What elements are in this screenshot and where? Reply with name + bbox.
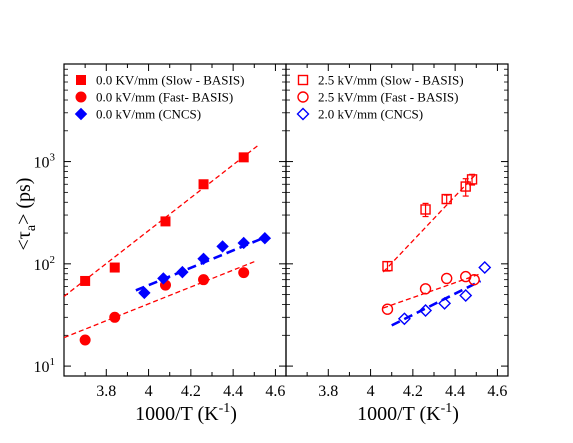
legend-marker	[76, 75, 86, 85]
left-legend: 0.0 KV/mm (Slow - BASIS) 0.0 kV/mm (Fast-…	[74, 73, 244, 122]
x-tick-label: 4	[367, 383, 375, 400]
left-data-marks	[79, 152, 272, 346]
legend-label: 0.0 kV/mm (Fast- BASIS)	[96, 90, 233, 105]
data-point	[109, 311, 121, 323]
right-plot-frame	[285, 63, 509, 377]
data-point	[440, 272, 453, 285]
data-point	[216, 240, 229, 253]
x-tick-label: 3.8	[96, 383, 116, 400]
data-point	[198, 274, 210, 286]
y-axis-title: <τa> (ps)	[13, 178, 39, 251]
data-point	[198, 179, 209, 190]
x-tick-label: 4.4	[223, 383, 243, 400]
data-point	[382, 260, 393, 272]
x-tick-label: 4.6	[265, 383, 285, 400]
data-point	[160, 216, 171, 227]
right-axis-ticks: 3.8 4 4.2 4.4 4.6	[286, 64, 508, 400]
left-fit-lines	[63, 144, 268, 339]
fit-line	[383, 273, 481, 309]
data-point	[197, 252, 210, 266]
data-point	[258, 232, 272, 245]
y-tick-label: 101	[34, 356, 56, 376]
data-point	[157, 272, 170, 285]
legend-label: 0.0 kV/mm (CNCS)	[96, 107, 201, 122]
legend-marker	[297, 91, 309, 103]
data-point	[468, 273, 480, 286]
data-point	[79, 334, 91, 346]
legend-marker	[74, 107, 88, 121]
legend-marker	[296, 107, 310, 121]
data-point	[397, 312, 411, 326]
legend-label: 2.5 kV/mm (Fast - BASIS)	[318, 90, 458, 105]
fit-line	[391, 279, 482, 327]
y-tick-label: 103	[34, 152, 56, 172]
data-point	[419, 303, 433, 317]
data-point	[419, 283, 432, 295]
data-point	[238, 152, 249, 163]
data-point	[460, 181, 471, 192]
fit-line	[63, 261, 255, 339]
data-point	[438, 296, 452, 310]
left-x-axis-title: 1000/T (K-1)	[135, 401, 237, 425]
data-point	[176, 265, 189, 279]
legend-label: 0.0 KV/mm (Slow - BASIS)	[96, 73, 244, 88]
x-tick-label: 4.4	[445, 383, 465, 400]
left-panel: 3.8 4 4.2 4.4 4.6 101 102 103 0.0 KV/mm (Slow -…	[34, 63, 287, 400]
data-point	[80, 275, 91, 286]
data-point	[237, 236, 250, 250]
data-point	[459, 289, 473, 303]
data-point	[420, 204, 431, 215]
legend-marker	[75, 91, 87, 103]
x-tick-label: 4	[145, 383, 153, 400]
right-x-axis-title: 1000/T (K-1)	[357, 401, 459, 425]
data-point	[466, 174, 478, 185]
x-tick-label: 4.6	[487, 383, 507, 400]
legend-label: 2.5 kV/mm (Slow - BASIS)	[318, 73, 464, 88]
right-data-marks	[381, 173, 492, 326]
data-point	[478, 261, 492, 275]
data-point	[138, 286, 151, 300]
fit-line	[382, 173, 477, 273]
x-tick-label: 4.2	[181, 383, 201, 400]
data-point	[109, 262, 120, 273]
left-axis-ticks: 3.8 4 4.2 4.4 4.6 101 102 103	[34, 64, 286, 400]
legend-label: 2.0 kV/mm (CNCS)	[318, 107, 423, 122]
x-tick-label: 3.8	[318, 383, 338, 400]
data-point	[238, 267, 250, 279]
data-point	[441, 193, 452, 205]
legend-marker	[297, 74, 309, 86]
right-panel: 3.8 4 4.2 4.4 4.6 2.5 kV/mm (Slow - BASIS)2.…	[285, 63, 509, 400]
right-legend: 2.5 kV/mm (Slow - BASIS) 2.5 kV/mm (Fast …	[296, 73, 464, 122]
y-tick-label: 102	[34, 254, 56, 274]
data-point	[381, 303, 394, 315]
x-tick-label: 4.2	[403, 383, 423, 400]
